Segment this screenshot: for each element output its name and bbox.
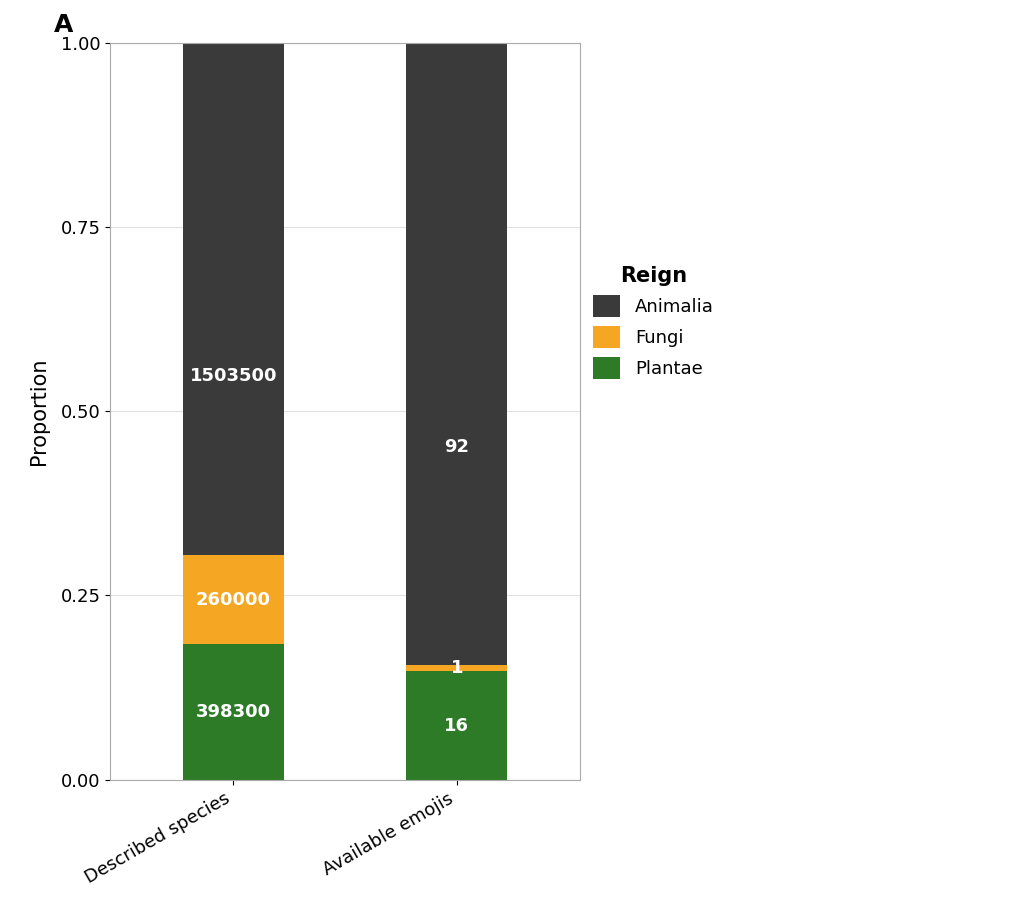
Text: 1503500: 1503500 [189,367,276,385]
Y-axis label: Proportion: Proportion [30,357,49,465]
Text: 16: 16 [444,716,469,734]
Text: 1: 1 [451,659,463,677]
Bar [183,42,284,556]
Bar [407,671,507,779]
Bar [407,665,507,671]
Bar [407,42,507,665]
Text: A: A [54,14,74,37]
Legend: Animalia, Fungi, Plantae: Animalia, Fungi, Plantae [586,259,721,387]
Text: 92: 92 [444,438,469,456]
Text: 260000: 260000 [196,591,270,609]
Text: 398300: 398300 [196,703,270,721]
Bar [183,644,284,779]
Bar [183,556,284,644]
